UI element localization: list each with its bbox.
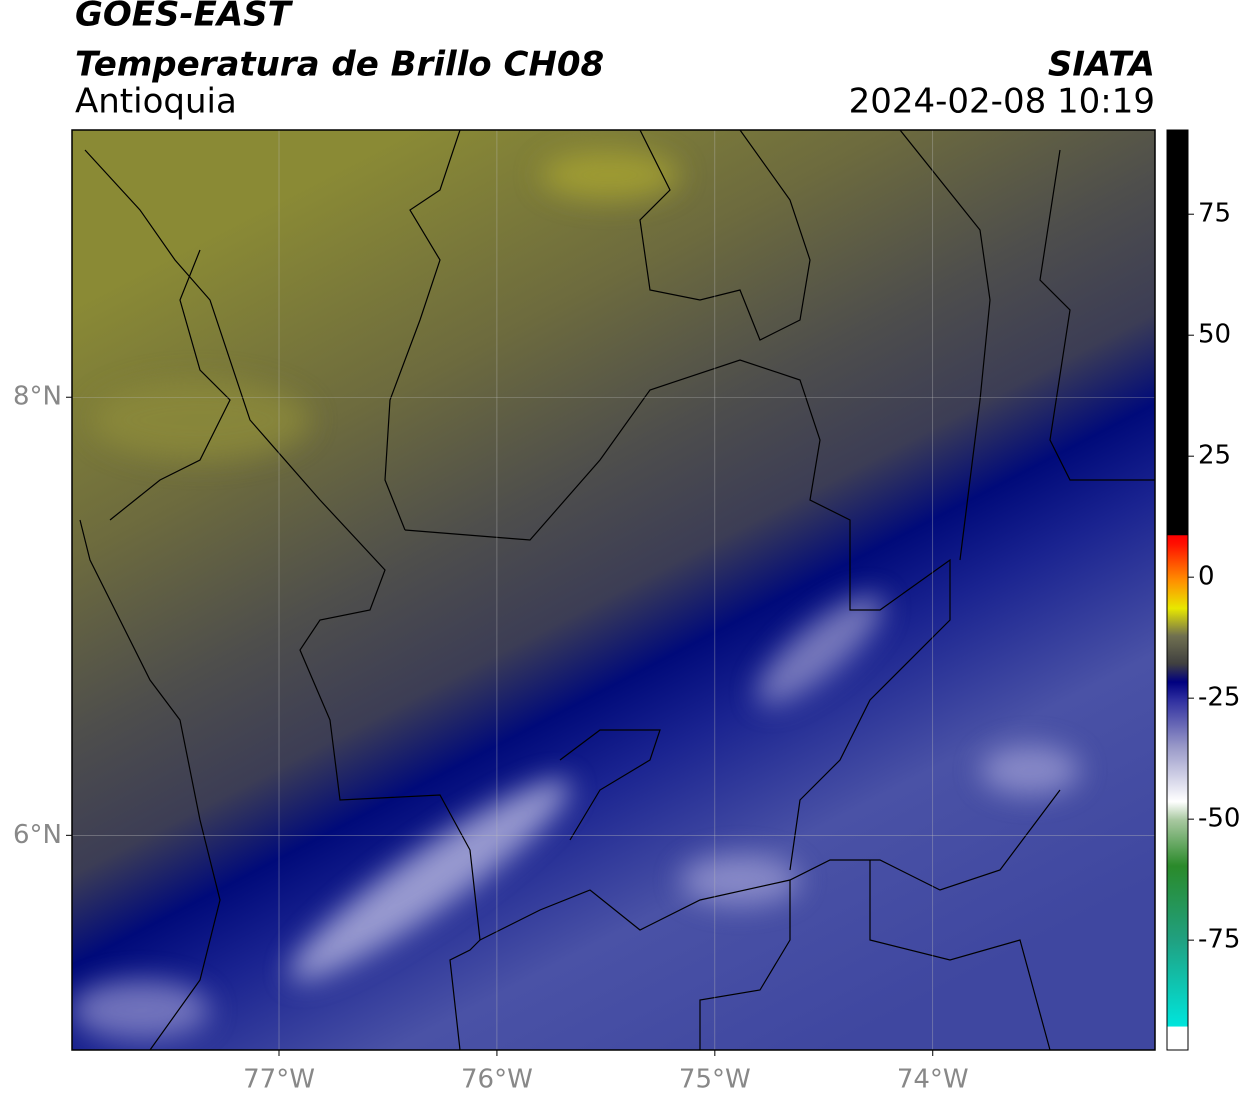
colorbar-tick-label: 75 (1198, 199, 1231, 229)
lon-tick-label: 75°W (679, 1065, 751, 1095)
gridlines (72, 130, 1155, 1050)
colorbar-tick-label: 25 (1198, 441, 1231, 471)
map-image (72, 130, 1155, 1050)
lon-tick-label: 76°W (461, 1065, 533, 1095)
region: Antioquia (75, 82, 237, 122)
colorbar-tick-label: -50 (1198, 804, 1240, 834)
datetime: 2024-02-08 10:19 (849, 82, 1155, 122)
lon-tick-label: 77°W (243, 1065, 315, 1095)
subtitle: Temperatura de Brillo CH08 (75, 45, 604, 85)
map-frame (71, 129, 1156, 1051)
colorbar (1166, 129, 1189, 1051)
boundaries (79, 130, 1155, 1050)
title: GOES-EAST (75, 0, 294, 35)
colorbar-tick-label: 0 (1198, 562, 1215, 592)
colorbar-tick-label: -25 (1198, 683, 1240, 713)
source: SIATA (1048, 45, 1155, 85)
colorbar-tick-label: 50 (1198, 320, 1231, 350)
lon-tick-label: 74°W (897, 1065, 969, 1095)
lat-tick-label: 6°N (13, 820, 62, 850)
colorbar-tick-label: -75 (1198, 925, 1240, 955)
lat-tick-label: 8°N (13, 382, 62, 412)
